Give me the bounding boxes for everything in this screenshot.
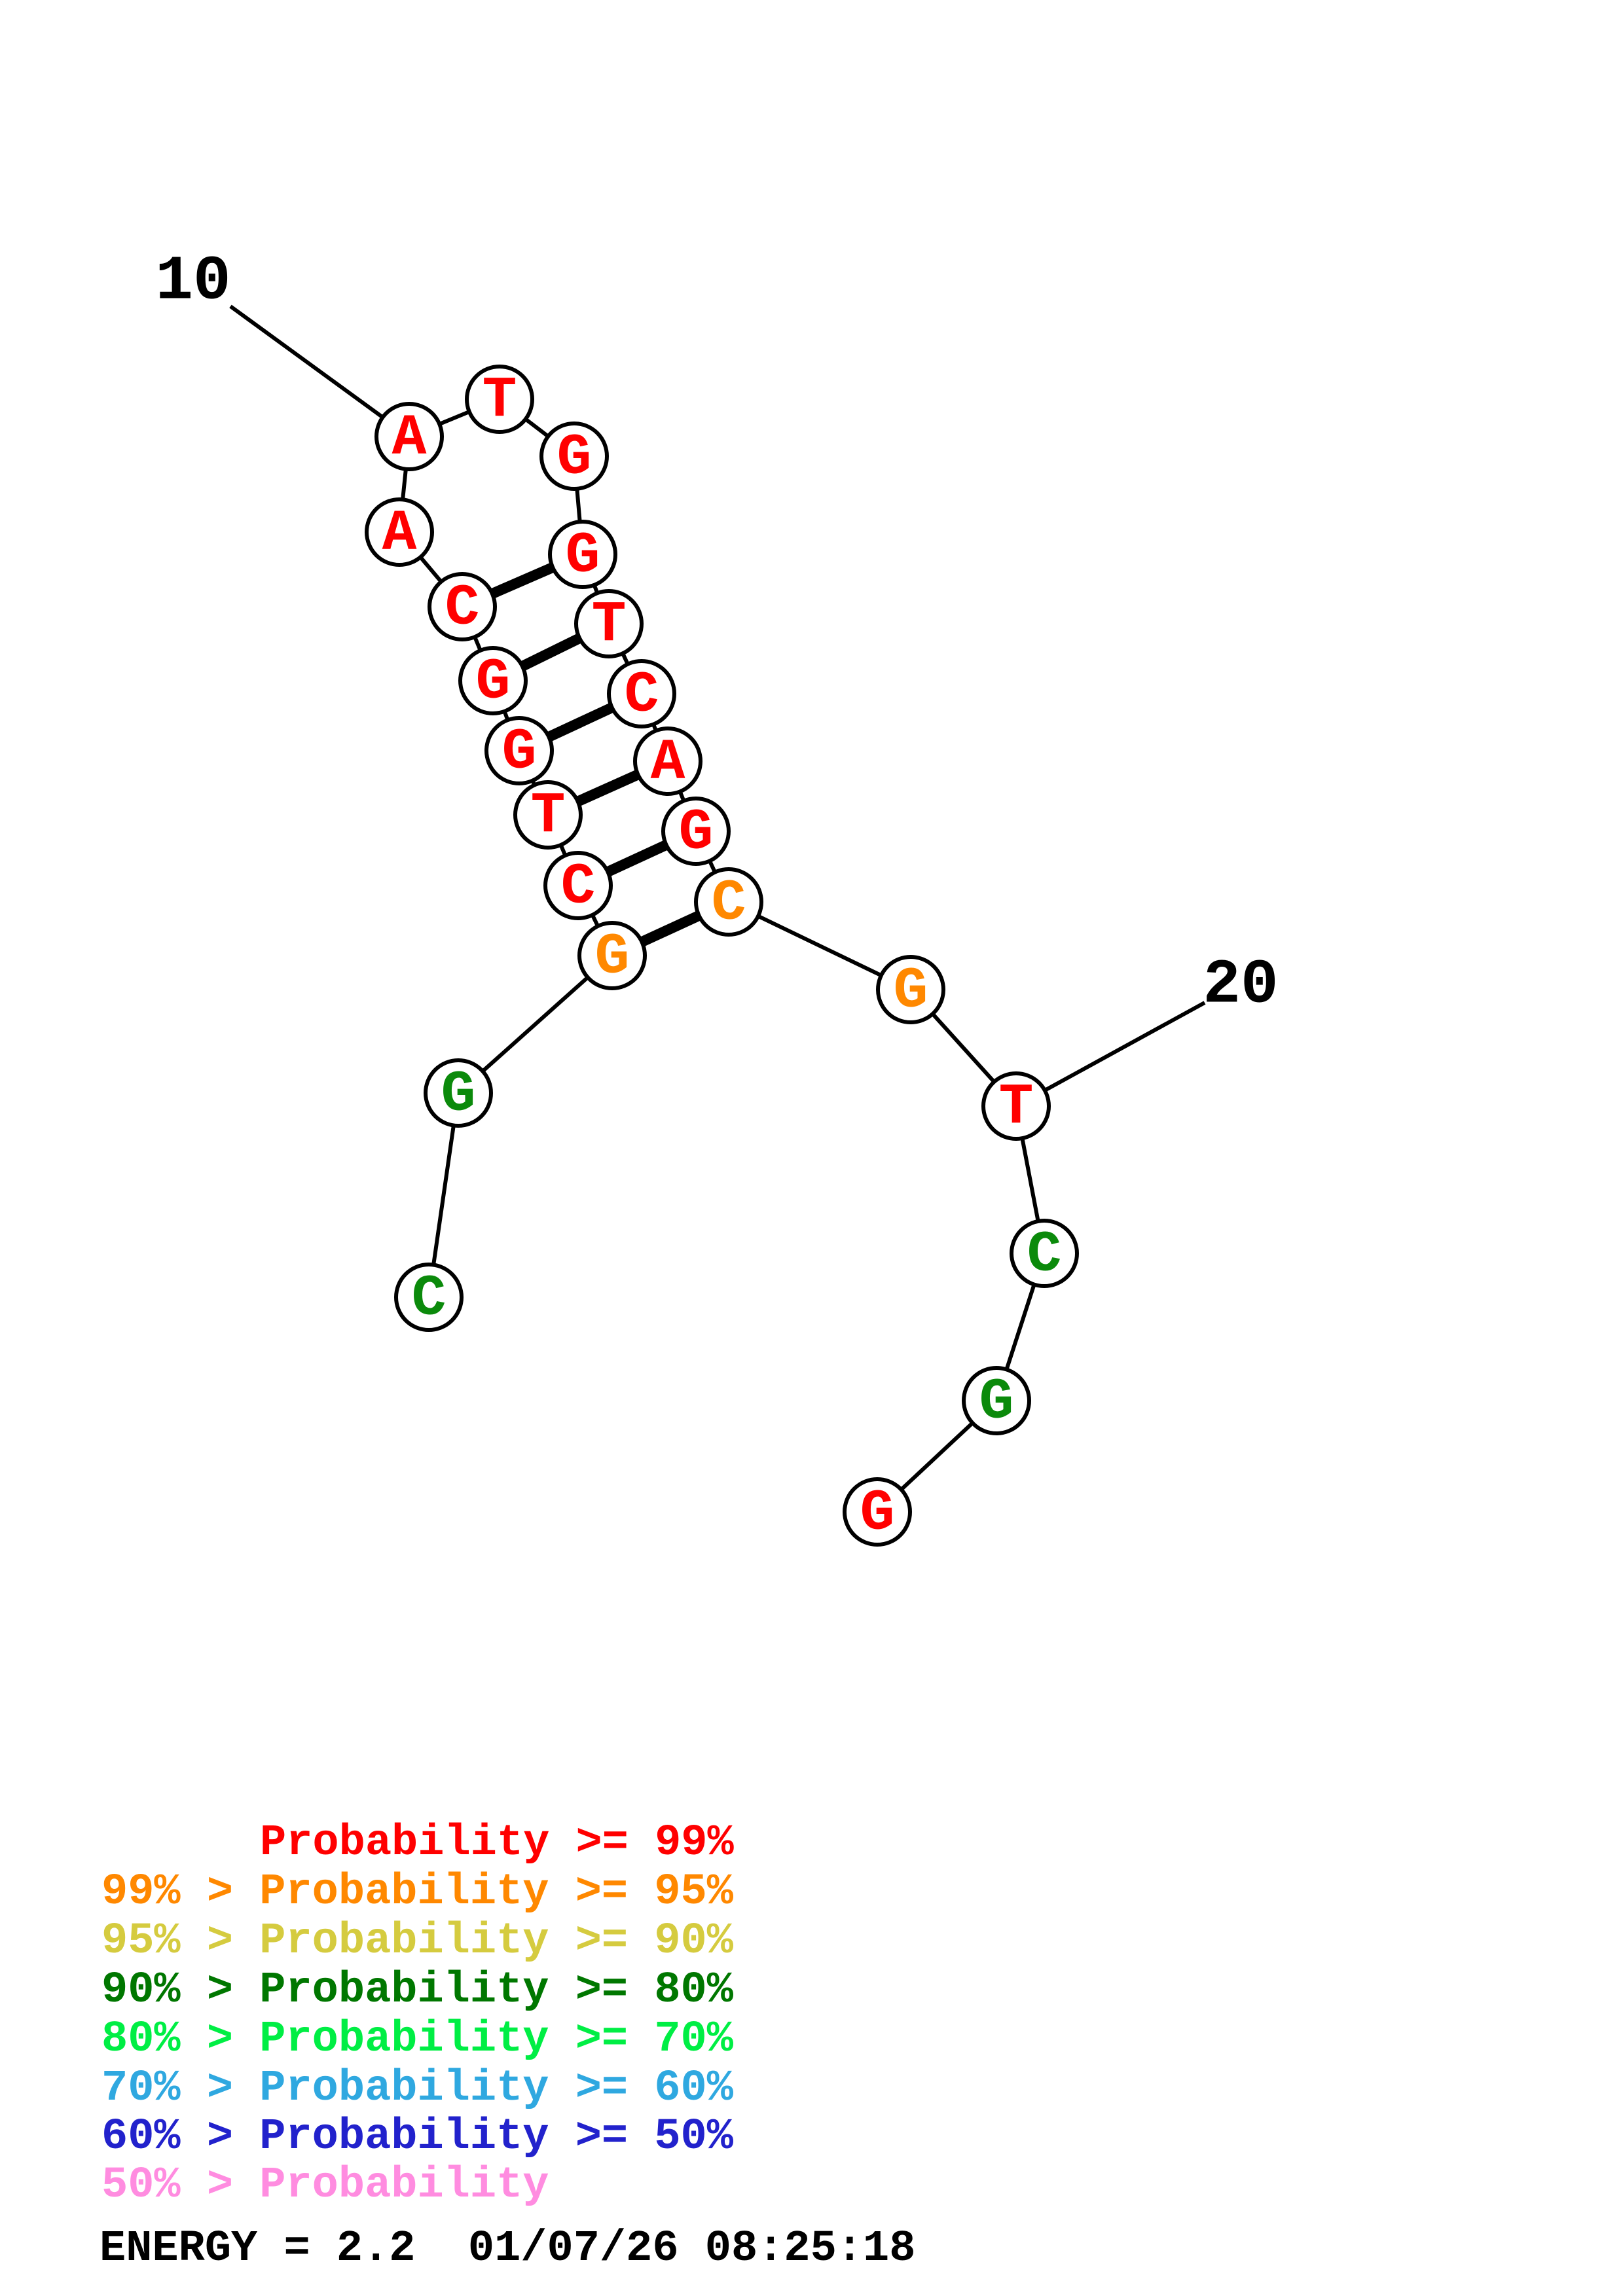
nucleotide-circle (374, 402, 444, 471)
nucleotide-circle (876, 955, 945, 1024)
nucleotide-circle (458, 646, 528, 715)
nucleotide-letter: A (392, 406, 427, 471)
nucleotide-letter: T (999, 1076, 1034, 1141)
nucleotide-node: C (428, 572, 497, 641)
nucleotide-letter: G (557, 426, 592, 491)
nucleotide-circle (577, 921, 647, 990)
nucleotide-node: C (394, 1263, 464, 1332)
position-label-pointer (229, 304, 410, 439)
nucleotide-node: A (374, 402, 444, 471)
label-pointer-layer (229, 304, 1206, 1108)
nucleotide-node: A (365, 497, 434, 567)
backbone-layer (397, 397, 1046, 1514)
nucleotide-letter: G (566, 524, 600, 589)
nucleotide-circle (1010, 1219, 1079, 1288)
nucleotide-letter: G (476, 651, 511, 715)
nucleotide-circle (661, 797, 731, 866)
nucleotide-node: G (661, 797, 731, 866)
nucleotide-letter: A (382, 502, 417, 567)
nucleotide-node: G (458, 646, 528, 715)
nucleotide-letter: C (561, 855, 596, 920)
nucleotide-node: T (513, 780, 583, 850)
nucleotide-node: T (465, 365, 534, 434)
nucleotide-circle (633, 726, 702, 796)
nucleotide-letter: G (860, 1482, 895, 1547)
nucleotide-circle (465, 365, 534, 434)
nucleotide-letter: T (592, 594, 627, 658)
nucleotide-letter: C (625, 664, 659, 728)
nucleotide-node: T (981, 1071, 1051, 1141)
nucleotide-circle (428, 572, 497, 641)
position-label-pointer (1015, 1001, 1206, 1108)
nucleotide-circle (607, 659, 676, 728)
nucleotide-circle (484, 716, 554, 785)
nucleotide-letter: G (595, 925, 630, 990)
nucleotide-node: G (577, 921, 647, 990)
nucleotide-circle (962, 1366, 1031, 1435)
nucleotide-letter: A (651, 731, 685, 796)
nucleotide-node: C (1010, 1219, 1079, 1288)
nucleotide-node: G (962, 1366, 1031, 1435)
nucleotide-letter: G (441, 1063, 476, 1128)
legend-row-7: 60% > Probability >= 50% (101, 2112, 734, 2162)
nucleotide-circle (843, 1477, 912, 1547)
legend-row-6: 70% > Probability >= 60% (101, 2064, 734, 2113)
nucleotide-circle (543, 851, 613, 920)
nucleotide-circle (548, 520, 617, 589)
nucleotide-node: A (633, 726, 702, 796)
position-label-layer: 10 20 (155, 246, 1278, 1021)
nucleotide-node: C (607, 659, 676, 728)
legend-row-2: 99% > Probability >= 95% (101, 1867, 734, 1917)
legend-row-1: Probability >= 99% (260, 1818, 735, 1868)
nucleotide-circle (394, 1263, 464, 1332)
nucleotide-letter: C (712, 872, 746, 937)
legend-row-3: 95% > Probability >= 90% (101, 1916, 734, 1966)
nucleotide-circle (513, 780, 583, 850)
position-label: 10 (155, 246, 230, 317)
legend-row-5: 80% > Probability >= 70% (101, 2015, 734, 2064)
energy-timestamp-line: ENERGY = 2.2 01/07/26 08:25:18 (100, 2224, 915, 2274)
nucleotide-node: G (548, 520, 617, 589)
nucleotide-node: C (543, 851, 613, 920)
nucleotide-circle (981, 1071, 1051, 1141)
nucleotide-letter: G (979, 1371, 1014, 1435)
nucleotide-letter: C (445, 577, 480, 641)
legend-row-4: 90% > Probability >= 80% (101, 1965, 734, 2015)
nucleotide-node: G (424, 1058, 493, 1128)
nucleotide-circle (365, 497, 434, 567)
nucleotide-node: G (876, 955, 945, 1024)
nucleotide-node: G (484, 716, 554, 785)
nucleotide-letter: G (894, 960, 928, 1024)
nucleotide-node: G (843, 1477, 912, 1547)
nucleotide-circle (574, 589, 644, 658)
nucleotide-letter: T (531, 785, 566, 850)
nucleotide-letter: G (679, 801, 714, 866)
nucleotide-letter: C (1027, 1223, 1062, 1288)
nucleotide-circle (424, 1058, 493, 1128)
nucleotide-circle (694, 867, 763, 937)
nucleotide-circle (539, 422, 609, 491)
nucleotide-node: G (539, 422, 609, 491)
position-label: 20 (1203, 950, 1278, 1021)
probability-legend: Probability >= 99%99% > Probability >= 9… (101, 1818, 735, 2210)
nucleotide-node: C (694, 867, 763, 937)
nucleotide-letter: C (412, 1267, 447, 1332)
nucleotide-letter: G (502, 721, 537, 785)
nucleotide-node: T (574, 589, 644, 658)
nucleotide-letter: T (483, 369, 517, 434)
legend-row-8: 50% > Probability (101, 2161, 549, 2210)
